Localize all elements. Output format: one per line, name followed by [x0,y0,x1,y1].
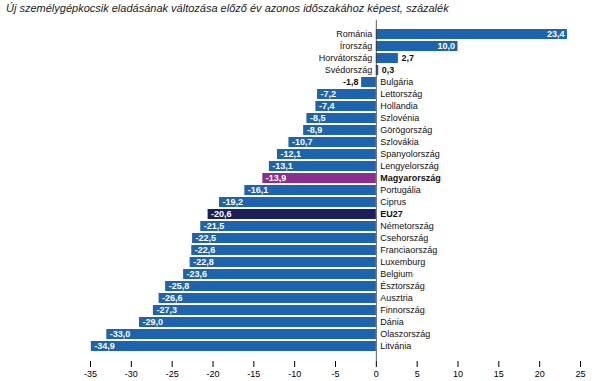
svg-text:-10,7: -10,7 [292,137,313,147]
svg-text:20: 20 [535,369,545,379]
svg-text:-13,1: -13,1 [272,161,293,171]
svg-text:-34,9: -34,9 [94,341,115,351]
svg-text:Lengyelország: Lengyelország [380,161,439,171]
svg-text:-29,0: -29,0 [143,317,164,327]
svg-text:Hollandia: Hollandia [380,101,418,111]
svg-text:Észtország: Észtország [380,281,425,291]
svg-text:10,0: 10,0 [437,41,455,51]
svg-text:Olaszország: Olaszország [380,329,430,339]
svg-text:-25: -25 [166,369,179,379]
svg-text:Szlovénia: Szlovénia [380,113,419,123]
svg-text:Lettország: Lettország [380,89,422,99]
svg-text:Finnország: Finnország [380,305,425,315]
svg-text:Ciprus: Ciprus [380,197,407,207]
svg-text:Svédország: Svédország [325,65,373,75]
svg-text:Dánia: Dánia [380,317,404,327]
svg-text:-22,8: -22,8 [193,257,214,267]
svg-text:15: 15 [494,369,504,379]
svg-text:Portugália: Portugália [380,185,421,195]
svg-text:-20: -20 [206,369,219,379]
svg-text:Franciaország: Franciaország [380,245,437,255]
svg-text:0: 0 [374,369,379,379]
svg-text:Spanyolország: Spanyolország [380,149,440,159]
svg-text:-7,2: -7,2 [321,89,337,99]
svg-text:Ausztria: Ausztria [380,293,413,303]
svg-text:-7,4: -7,4 [319,101,335,111]
svg-text:2,7: 2,7 [401,53,414,63]
svg-text:10: 10 [453,369,463,379]
svg-text:-35: -35 [84,369,97,379]
svg-text:-15: -15 [247,369,260,379]
svg-text:-12,1: -12,1 [281,149,302,159]
svg-text:Belgium: Belgium [380,269,413,279]
svg-text:-33,0: -33,0 [110,329,131,339]
svg-text:-10: -10 [288,369,301,379]
svg-text:Horvátország: Horvátország [319,53,373,63]
svg-text:-5: -5 [331,369,339,379]
svg-text:EU27: EU27 [380,209,403,219]
svg-text:-30: -30 [125,369,138,379]
svg-text:-22,5: -22,5 [196,233,217,243]
svg-text:Bulgária: Bulgária [380,77,413,87]
html-text:Új személygépkocsik eladásának: Új személygépkocsik eladásának változása… [6,2,449,14]
svg-text:Magyarország: Magyarország [380,173,441,183]
svg-text:-8,9: -8,9 [307,125,323,135]
svg-text:-13,9: -13,9 [266,173,287,183]
svg-text:Luxemburg: Luxemburg [380,257,425,267]
svg-text:-19,2: -19,2 [223,197,244,207]
svg-text:Írország: Írország [340,41,373,51]
svg-text:-26,6: -26,6 [162,293,183,303]
svg-text:-20,6: -20,6 [211,209,232,219]
svg-text:-25,8: -25,8 [169,281,190,291]
svg-text:25: 25 [575,369,585,379]
svg-text:-22,6: -22,6 [195,245,216,255]
svg-text:-21,5: -21,5 [204,221,225,231]
svg-text:-1,8: -1,8 [343,77,359,87]
svg-text:5: 5 [415,369,420,379]
svg-text:Csehország: Csehország [380,233,428,243]
svg-text:-23,6: -23,6 [187,269,208,279]
svg-text:Litvánia: Litvánia [380,341,411,351]
svg-text:Románia: Románia [336,29,372,39]
svg-text:-8,5: -8,5 [310,113,326,123]
svg-text:Németország: Németország [380,221,434,231]
svg-text:Görögország: Görögország [380,125,432,135]
svg-text:Szlovákia: Szlovákia [380,137,419,147]
svg-text:0,3: 0,3 [382,65,395,75]
svg-text:-27,3: -27,3 [156,305,177,315]
svg-text:-16,1: -16,1 [248,185,269,195]
svg-text:23,4: 23,4 [547,29,565,39]
